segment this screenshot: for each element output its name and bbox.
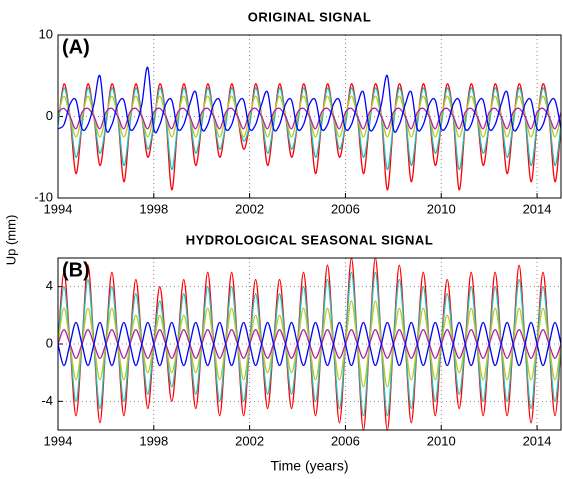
y-tick-label: 10 [39, 26, 53, 41]
x-axis-label: Time (years) [270, 458, 348, 474]
y-axis-label: Up (mm) [3, 215, 18, 266]
x-tick-label: 1994 [44, 433, 73, 448]
x-tick-label: 2002 [235, 433, 264, 448]
x-tick-label: 2014 [523, 433, 552, 448]
x-tick-label: 2006 [331, 201, 360, 216]
axes-box [57, 34, 562, 199]
series-line [58, 66, 561, 134]
series-line [58, 107, 561, 130]
y-tick-label: 4 [46, 278, 53, 293]
plot-area [58, 258, 561, 430]
x-tick-label: 1998 [139, 433, 168, 448]
y-tick-label: 0 [46, 335, 53, 350]
x-tick-label: 2006 [331, 433, 360, 448]
y-tick-label: -10 [34, 189, 53, 204]
y-tick-label: -4 [41, 393, 53, 408]
axes-box [57, 257, 562, 431]
x-tick-label: 2010 [427, 433, 456, 448]
x-tick-label: 1994 [44, 201, 73, 216]
plot-area [58, 66, 561, 191]
series-line [58, 321, 561, 367]
panel-label: (B) [62, 259, 90, 281]
x-tick-label: 2014 [523, 201, 552, 216]
y-tick-label: 0 [46, 108, 53, 123]
panel-label: (A) [62, 36, 90, 58]
x-tick-label: 2002 [235, 201, 264, 216]
x-tick-label: 2010 [427, 201, 456, 216]
chart-title: HYDROLOGICAL SEASONAL SIGNAL [186, 232, 434, 247]
chart-title: ORIGINAL SIGNAL [248, 9, 372, 24]
x-tick-label: 1998 [139, 201, 168, 216]
